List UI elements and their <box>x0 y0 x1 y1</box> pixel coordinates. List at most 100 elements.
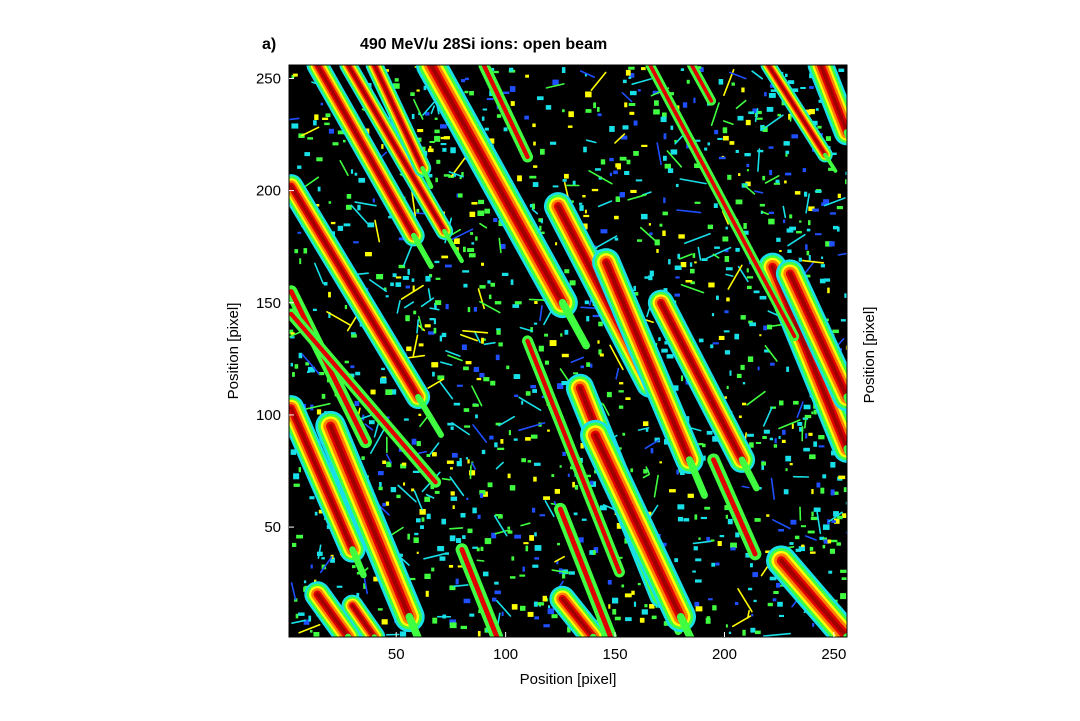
noise-speck <box>292 73 298 77</box>
noise-speck <box>304 152 310 157</box>
noise-streak <box>451 422 471 436</box>
noise-speck <box>822 524 830 530</box>
track-tail <box>843 445 847 458</box>
noise-speck <box>465 457 469 460</box>
noise-speck <box>712 605 717 611</box>
y-axis-label: Position [pixel] <box>225 303 242 400</box>
noise-speck <box>507 530 513 534</box>
noise-speck <box>530 327 533 333</box>
noise-speck <box>552 79 559 86</box>
noise-speck <box>812 623 815 627</box>
noise-speck <box>593 550 596 555</box>
noise-speck <box>815 233 822 236</box>
noise-speck <box>429 141 435 143</box>
noise-speck <box>751 613 754 617</box>
noise-speck <box>648 275 653 281</box>
noise-speck <box>637 239 643 242</box>
y-tick-label: 50 <box>264 519 281 536</box>
noise-speck <box>406 346 412 352</box>
noise-speck <box>747 356 754 362</box>
noise-speck <box>788 80 795 85</box>
noise-speck <box>735 199 743 205</box>
noise-speck <box>703 455 706 461</box>
noise-speck <box>726 385 729 390</box>
noise-speck <box>290 332 295 335</box>
noise-streak <box>483 341 496 346</box>
noise-speck <box>343 223 351 227</box>
noise-speck <box>320 102 323 106</box>
noise-speck <box>294 249 299 254</box>
noise-speck <box>752 108 757 114</box>
noise-speck <box>464 77 469 81</box>
noise-speck <box>456 384 463 387</box>
noise-speck <box>777 113 781 117</box>
noise-speck <box>708 282 715 288</box>
noise-speck <box>416 89 420 92</box>
noise-speck <box>432 617 438 624</box>
track-band <box>315 65 416 238</box>
noise-streak <box>683 233 711 245</box>
noise-speck <box>814 190 822 193</box>
noise-speck <box>456 461 462 467</box>
noise-speck <box>346 204 352 210</box>
noise-speck <box>589 550 595 555</box>
noise-streak <box>801 259 825 264</box>
noise-speck <box>328 291 331 298</box>
noise-speck <box>390 389 397 395</box>
track-band <box>818 65 847 135</box>
noise-speck <box>365 252 372 257</box>
noise-streak <box>828 511 843 523</box>
noise-speck <box>524 115 529 120</box>
noise-speck <box>662 211 668 216</box>
noise-speck <box>821 256 824 259</box>
noise-speck <box>414 532 419 536</box>
noise-streak <box>764 345 778 362</box>
noise-speck <box>481 116 485 121</box>
noise-speck <box>741 230 749 235</box>
noise-speck <box>435 177 438 183</box>
noise-speck <box>710 344 714 349</box>
noise-speck <box>769 576 777 581</box>
noise-speck <box>580 443 584 449</box>
noise-speck <box>808 255 811 261</box>
noise-streak <box>746 390 766 406</box>
noise-speck <box>307 137 313 140</box>
x-tick-label: 100 <box>493 646 518 663</box>
noise-speck <box>472 403 479 407</box>
noise-speck <box>805 109 811 116</box>
noise-speck <box>755 630 761 635</box>
noise-speck <box>534 301 538 304</box>
noise-speck <box>513 438 518 441</box>
noise-streak <box>778 419 801 430</box>
noise-speck <box>435 277 441 280</box>
noise-streak <box>452 584 469 588</box>
noise-speck <box>316 409 322 415</box>
noise-speck <box>586 316 590 322</box>
noise-speck <box>680 262 687 268</box>
track-tail <box>676 612 695 637</box>
noise-speck <box>378 486 383 491</box>
ion-track <box>807 65 847 146</box>
noise-speck <box>452 505 455 509</box>
noise-streak <box>570 356 585 364</box>
ion-track <box>549 585 607 637</box>
noise-speck <box>579 205 584 211</box>
noise-streak <box>621 92 633 103</box>
noise-speck <box>786 228 794 233</box>
noise-speck <box>483 571 489 577</box>
noise-speck <box>766 106 774 112</box>
noise-streak <box>403 301 415 309</box>
noise-speck <box>633 120 638 126</box>
noise-speck <box>783 141 790 146</box>
noise-speck <box>675 276 680 279</box>
noise-streak <box>772 518 791 530</box>
noise-speck <box>745 119 751 126</box>
noise-speck <box>411 278 415 282</box>
noise-speck <box>562 179 567 182</box>
noise-speck <box>513 374 521 379</box>
noise-streak <box>397 484 417 503</box>
noise-speck <box>539 225 542 231</box>
noise-speck <box>467 459 470 464</box>
noise-speck <box>434 135 441 142</box>
noise-streak <box>666 150 683 168</box>
